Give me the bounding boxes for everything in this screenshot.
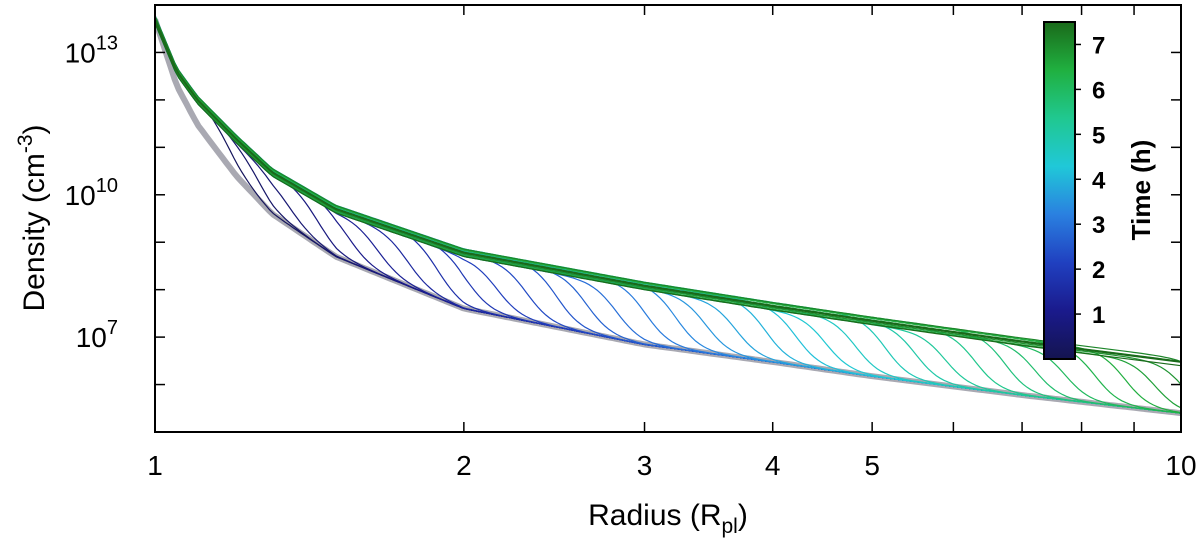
time-series-line — [155, 22, 1181, 414]
x-tick-label: 3 — [637, 450, 653, 481]
colorbar-tick-label: 4 — [1092, 167, 1106, 194]
time-series-line — [155, 15, 1181, 414]
time-series-line — [155, 19, 1181, 414]
time-series-line — [155, 17, 1181, 414]
time-series-line — [155, 18, 1181, 414]
time-series-line — [155, 21, 1181, 414]
colorbar-tick-label: 2 — [1092, 257, 1105, 284]
time-series-line — [155, 22, 1181, 367]
x-tick-label: 2 — [456, 450, 472, 481]
x-tick-label: 4 — [765, 450, 781, 481]
x-axis-title: Radius (Rpl) — [588, 499, 748, 538]
initial-profile-line — [155, 18, 1181, 417]
x-tick-label: 1 — [147, 450, 163, 481]
time-series-line — [155, 20, 1181, 414]
colorbar-tick-label: 3 — [1092, 212, 1105, 239]
colorbar-tick-label: 7 — [1092, 32, 1105, 59]
time-series-line — [155, 17, 1181, 414]
colorbar-tick-label: 6 — [1092, 77, 1105, 104]
colorbar-title: Time (h) — [1126, 140, 1156, 241]
time-series-line — [155, 21, 1181, 414]
time-series-line — [155, 15, 1181, 363]
time-series-line — [155, 15, 1181, 414]
time-series-line — [155, 21, 1181, 414]
y-axis-title: Density (cm-3) — [14, 124, 51, 311]
time-series-line — [155, 15, 1181, 414]
x-tick-label: 5 — [864, 450, 880, 481]
colorbar-fill — [1043, 21, 1076, 360]
density-curves — [155, 15, 1181, 417]
colorbar-tick-label: 5 — [1092, 122, 1105, 149]
time-colorbar: 1 2 3 4 5 6 7 Time (h) — [1043, 21, 1156, 360]
y-tick-label: 1010 — [65, 175, 118, 211]
plot-frame — [154, 4, 1182, 433]
time-series-line — [155, 22, 1181, 414]
time-series-line — [155, 22, 1181, 414]
time-series-line — [155, 20, 1181, 414]
y-tick-label: 1013 — [65, 32, 118, 68]
time-series-line — [155, 16, 1181, 414]
time-series-line — [155, 15, 1181, 414]
time-series-line — [155, 17, 1181, 414]
x-tick-label: 10 — [1165, 450, 1196, 481]
time-series-line — [155, 20, 1181, 414]
final-profile-line — [155, 18, 1181, 363]
time-series-line — [155, 15, 1181, 414]
colorbar-tick-label: 1 — [1092, 302, 1105, 329]
time-series-line — [155, 20, 1181, 385]
time-series-line — [155, 19, 1181, 414]
time-series-line — [155, 21, 1181, 414]
colorbar-ticks: 1 2 3 4 5 6 7 — [1075, 32, 1106, 329]
time-series-line — [155, 16, 1181, 414]
y-tick-label: 107 — [76, 317, 118, 353]
time-series-line — [155, 16, 1181, 414]
y-axis-ticks: 107 1010 1013 — [65, 4, 1181, 433]
time-series-line — [155, 22, 1181, 414]
time-series-line — [155, 22, 1181, 414]
x-axis-ticks: 1 2 3 4 5 10 — [147, 5, 1197, 481]
time-series-line — [155, 18, 1181, 414]
time-series-line — [155, 22, 1181, 414]
time-series-line — [155, 16, 1181, 414]
time-series-line — [155, 15, 1181, 414]
time-series-line — [155, 17, 1181, 414]
